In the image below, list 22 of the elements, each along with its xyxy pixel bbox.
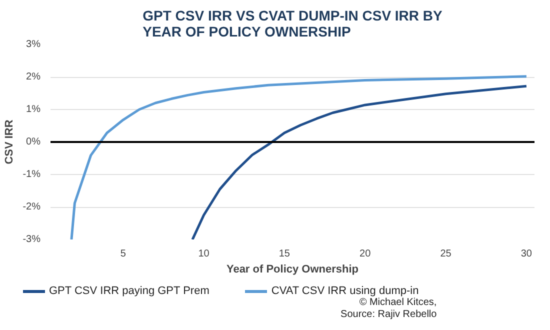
y-tick-label: -2% — [22, 202, 41, 212]
y-tick-label: -3% — [22, 234, 41, 245]
legend-item: GPT CSV IRR paying GPT Prem — [23, 285, 210, 297]
x-axis-title: Year of Policy Ownership — [226, 264, 359, 276]
x-tick-label: 5 — [120, 248, 126, 260]
x-tick-label: 10 — [198, 248, 210, 260]
y-axis-title: CSV IRR — [4, 120, 16, 164]
x-tick-label: 30 — [520, 248, 532, 260]
line-series — [191, 84, 528, 240]
y-tick-label: 2% — [26, 72, 41, 82]
text: © Michael Kitces, — [358, 297, 437, 309]
x-tick-label: 20 — [360, 248, 372, 260]
line-series — [70, 75, 528, 240]
x-tick-label: 15 — [278, 248, 290, 260]
y-tick-label: 1% — [26, 104, 41, 115]
source-note: Source: Rajiv Rebello — [340, 309, 437, 321]
y-tick-label: 0% — [26, 136, 41, 148]
legend-item: CVAT CSV IRR using dump-in — [245, 285, 419, 297]
y-tick-label: -1% — [22, 169, 41, 180]
chart-title: GPT CSV IRR VS CVAT DUMP-IN CSV IRR BY YEAR OF POLICY OWNERSHIP — [142, 8, 444, 40]
y-tick-label: 3% — [26, 39, 41, 50]
x-tick-label: 25 — [440, 248, 452, 260]
